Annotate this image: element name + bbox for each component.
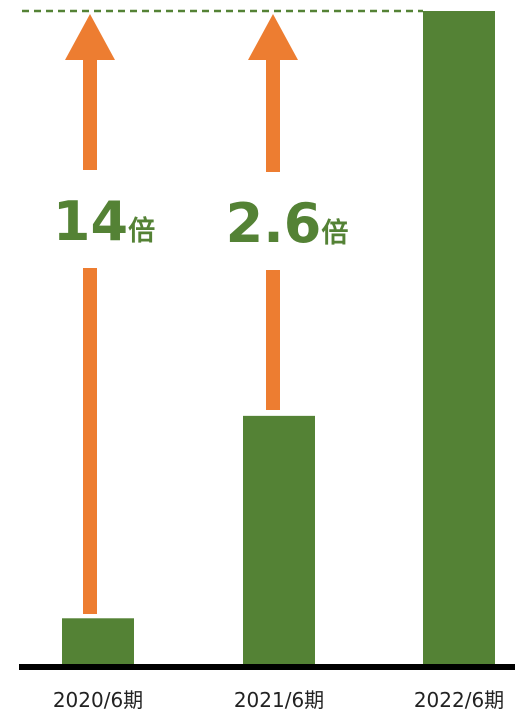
bar-1 [62, 618, 134, 664]
x-tick-label-1: 2020/6期 [53, 688, 143, 712]
multiplier-label-1: 14倍 [53, 190, 155, 253]
arrow-shaft-lower-1 [83, 268, 97, 614]
arrow-head-1 [65, 14, 115, 60]
arrow-shaft-upper-2 [266, 59, 280, 172]
arrow-shaft-lower-2 [266, 270, 280, 410]
x-tick-label-3: 2022/6期 [414, 688, 504, 712]
arrow-shaft-upper-1 [83, 59, 97, 170]
multiplier-labels: 14倍 2.6倍 [53, 190, 348, 255]
bars-group [62, 11, 495, 664]
multiplier-label-2: 2.6倍 [226, 192, 349, 255]
x-tick-label-2: 2021/6期 [234, 688, 324, 712]
x-tick-labels: 2020/6期 2021/6期 2022/6期 [53, 688, 504, 712]
arrow-head-2 [248, 14, 298, 60]
arrows-group [65, 14, 298, 614]
bar-2 [243, 415, 315, 664]
bar-3 [423, 11, 495, 664]
